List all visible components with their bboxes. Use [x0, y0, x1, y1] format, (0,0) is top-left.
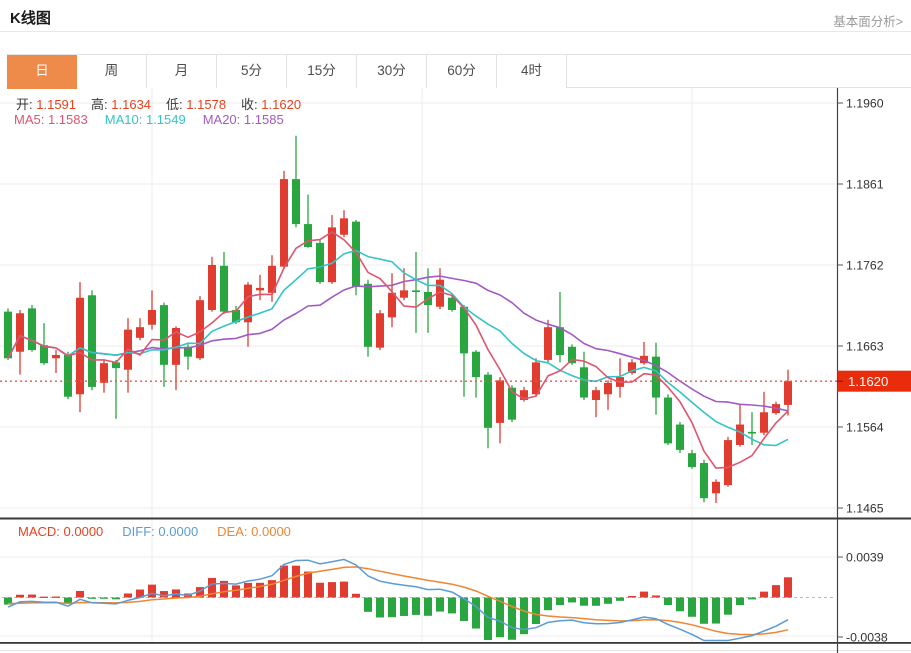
ma10-value: MA10: 1.1549: [104, 112, 186, 127]
macd-value: MACD: 0.0000: [18, 524, 104, 539]
header-divider: [0, 31, 911, 32]
diff-value: DIFF: 0.0000: [122, 524, 199, 539]
open-value: 1.1591: [36, 97, 77, 112]
period-tab-bar: 日 周 月 5分 15分 30分 60分 4时: [7, 54, 911, 89]
page-title: K线图: [10, 10, 51, 27]
close-value: 1.1620: [261, 97, 302, 112]
current-price-badge: 1.1620: [0, 370, 911, 392]
svg-text:1.1465: 1.1465: [846, 501, 884, 515]
svg-text:1.1663: 1.1663: [846, 339, 884, 353]
tab-15min[interactable]: 15分: [287, 55, 357, 88]
macd-panel: [2, 558, 834, 642]
macd-legend: MACD: 0.0000 DIFF: 0.0000 DEA: 0.0000: [18, 524, 291, 539]
tab-60min[interactable]: 60分: [427, 55, 497, 88]
tab-month[interactable]: 月: [147, 55, 217, 88]
svg-text:1.1861: 1.1861: [846, 177, 884, 191]
fundamental-analysis-link[interactable]: 基本面分析>: [833, 15, 903, 29]
tab-4hour[interactable]: 4时: [497, 55, 567, 88]
tab-day[interactable]: 日: [7, 55, 77, 89]
tab-5min[interactable]: 5分: [217, 55, 287, 88]
low-value: 1.1578: [186, 97, 227, 112]
svg-text:1.1564: 1.1564: [846, 420, 884, 434]
svg-text:1.1960: 1.1960: [846, 96, 884, 110]
ma5-value: MA5: 1.1583: [14, 112, 88, 127]
svg-text:-0.0038: -0.0038: [846, 630, 888, 644]
tab-week[interactable]: 周: [77, 55, 147, 88]
ma20-value: MA20: 1.1585: [202, 112, 284, 127]
svg-text:1.1762: 1.1762: [846, 258, 884, 272]
ohlc-legend: 开: 1.1591 高: 1.1634 低: 1.1578 收: 1.1620: [16, 97, 302, 112]
main-price-panel: [4, 135, 792, 504]
svg-text:0.0039: 0.0039: [846, 550, 884, 564]
high-value: 1.1634: [111, 97, 152, 112]
dea-value: DEA: 0.0000: [217, 524, 291, 539]
price-axis: 1.1960 1.1861 1.1762 1.1663 1.1564 1.1465 0.00…: [0, 88, 911, 653]
ma-legend: MA5: 1.1583 MA10: 1.1549 MA20: 1.1585: [14, 112, 284, 127]
tab-30min[interactable]: 30分: [357, 55, 427, 88]
svg-text:1.1620: 1.1620: [848, 374, 888, 389]
